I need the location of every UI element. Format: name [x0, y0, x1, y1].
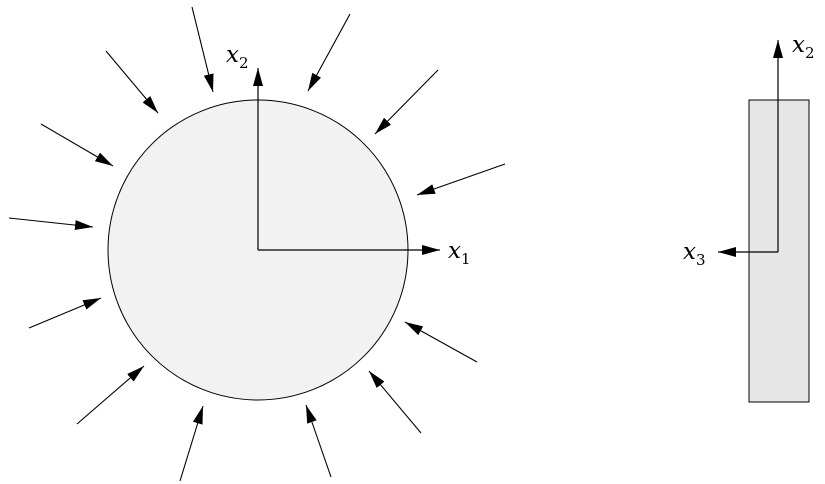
pressure-arrow	[179, 405, 204, 482]
pressure-arrow	[28, 297, 102, 329]
pressure-arrow	[191, 6, 214, 93]
pressure-arrows	[8, 6, 506, 482]
x2-axis-label-edge: x2	[792, 32, 815, 62]
edge-view: x2 x3	[683, 32, 815, 403]
pressure-arrow	[416, 163, 506, 196]
x3-axis-label: x3	[683, 239, 706, 269]
pressure-arrow	[368, 370, 422, 434]
pressure-arrow	[305, 404, 332, 478]
x1-axis-label: x1	[448, 238, 471, 268]
x2-axis-label: x2	[226, 42, 249, 72]
pressure-arrow	[8, 217, 94, 231]
disk-view: x1 x2	[8, 6, 506, 482]
pressure-arrow	[40, 123, 114, 167]
plate-cross-section	[748, 99, 810, 403]
pressure-arrow	[76, 365, 145, 425]
pressure-arrow	[105, 50, 159, 114]
pressure-arrow	[404, 321, 478, 363]
pressure-arrow	[374, 69, 439, 135]
pressure-arrow	[307, 13, 351, 92]
